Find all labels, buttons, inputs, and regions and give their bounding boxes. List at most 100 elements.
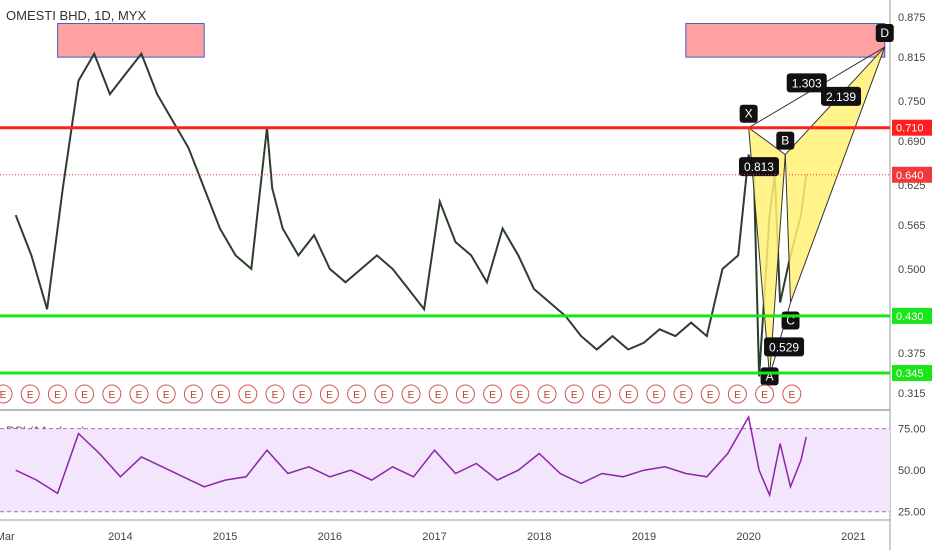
earnings-label-26: E — [707, 390, 714, 401]
earnings-label-29: E — [788, 390, 795, 401]
pattern-point-label-c: C — [786, 313, 795, 327]
earnings-marker-11 — [292, 384, 312, 404]
earnings-marker-9 — [238, 384, 258, 404]
earnings-label-16: E — [435, 390, 442, 401]
ratio-box-2 — [738, 157, 779, 177]
price-tag-label-2: 0.345 — [896, 368, 924, 380]
x-tick-5: 2018 — [527, 531, 551, 543]
earnings-label-17: E — [462, 390, 469, 401]
price-tick-1: 0.815 — [898, 52, 926, 64]
earnings-marker-12 — [319, 384, 339, 404]
zone-1 — [685, 23, 886, 58]
pattern-point-label-d: D — [880, 26, 889, 40]
zone-0 — [57, 23, 205, 58]
rsi-band — [0, 428, 890, 512]
earnings-marker-7 — [183, 384, 203, 404]
earnings-marker-15 — [401, 384, 421, 404]
earnings-marker-6 — [156, 384, 176, 404]
ratio-box-3 — [764, 337, 805, 357]
earnings-marker-19 — [510, 384, 530, 404]
earnings-marker-18 — [483, 384, 503, 404]
price-tick-8: 0.315 — [898, 388, 926, 400]
price-tag-3 — [892, 166, 932, 183]
price-tick-4: 0.625 — [898, 180, 926, 192]
earnings-label-11: E — [299, 390, 306, 401]
rsi-tick-0: 75.00 — [898, 424, 926, 436]
ratio-label-0: 1.303 — [792, 76, 822, 90]
pattern-point-b — [776, 131, 795, 150]
x-tick-6: 2019 — [632, 531, 656, 543]
earnings-marker-24 — [646, 384, 666, 404]
pattern-point-x — [739, 104, 758, 123]
earnings-label-2: E — [54, 390, 61, 401]
price-tag-label-3: 0.640 — [896, 170, 924, 182]
earnings-marker-20 — [537, 384, 557, 404]
ratio-label-2: 0.813 — [744, 160, 774, 174]
x-tick-0: Mar — [0, 531, 15, 543]
earnings-marker-23 — [619, 384, 639, 404]
earnings-marker-5 — [129, 384, 149, 404]
earnings-label-3: E — [81, 390, 88, 401]
earnings-marker-25 — [673, 384, 693, 404]
earnings-label-22: E — [598, 390, 605, 401]
earnings-label-12: E — [326, 390, 333, 401]
pattern-point-label-x: X — [745, 107, 753, 121]
earnings-marker-29 — [782, 384, 802, 404]
earnings-marker-26 — [700, 384, 720, 404]
earnings-marker-14 — [374, 384, 394, 404]
price-tag-2 — [892, 365, 932, 382]
earnings-label-5: E — [136, 390, 143, 401]
rsi-tick-2: 25.00 — [898, 507, 926, 519]
price-tag-label-0: 0.710 — [896, 123, 924, 135]
earnings-marker-28 — [755, 384, 775, 404]
earnings-marker-21 — [564, 384, 584, 404]
earnings-label-4: E — [108, 390, 115, 401]
pattern-point-label-b: B — [781, 134, 789, 148]
ratio-box-1 — [821, 86, 862, 106]
price-tick-3: 0.690 — [898, 136, 926, 148]
earnings-marker-10 — [265, 384, 285, 404]
price-tick-2: 0.750 — [898, 96, 926, 108]
pattern-point-label-a: A — [766, 369, 774, 383]
earnings-label-25: E — [680, 390, 687, 401]
earnings-label-18: E — [489, 390, 496, 401]
price-tick-5: 0.565 — [898, 220, 926, 232]
price-tag-0 — [892, 119, 932, 136]
price-tick-6: 0.500 — [898, 264, 926, 276]
earnings-marker-4 — [102, 384, 122, 404]
earnings-label-28: E — [761, 390, 768, 401]
ratio-box-0 — [786, 73, 827, 93]
earnings-label-13: E — [353, 390, 360, 401]
ratio-label-3: 0.529 — [769, 340, 799, 354]
rsi-series-line — [15, 414, 807, 498]
earnings-label-21: E — [571, 390, 578, 401]
price-series-line — [14, 51, 808, 377]
earnings-marker-22 — [591, 384, 611, 404]
earnings-label-19: E — [516, 390, 523, 401]
price-tag-1 — [892, 307, 932, 324]
earnings-label-9: E — [244, 390, 251, 401]
x-tick-4: 2017 — [422, 531, 446, 543]
x-tick-3: 2016 — [318, 531, 342, 543]
earnings-marker-16 — [428, 384, 448, 404]
chart-title: OMESTI BHD, 1D, MYX — [6, 8, 147, 23]
price-tick-0: 0.875 — [898, 12, 926, 24]
pattern-point-d — [875, 24, 894, 43]
earnings-label-8: E — [217, 390, 224, 401]
x-tick-8: 2021 — [841, 531, 865, 543]
earnings-label-20: E — [544, 390, 551, 401]
earnings-marker-2 — [47, 384, 67, 404]
earnings-label-0: E — [0, 390, 7, 401]
price-tick-7: 0.375 — [898, 348, 926, 360]
earnings-marker-0 — [0, 384, 13, 404]
earnings-label-1: E — [27, 390, 34, 401]
ratio-label-1: 2.139 — [826, 90, 856, 104]
earnings-marker-8 — [211, 384, 231, 404]
earnings-label-24: E — [652, 390, 659, 401]
earnings-marker-27 — [727, 384, 747, 404]
earnings-marker-3 — [75, 384, 95, 404]
earnings-label-15: E — [408, 390, 415, 401]
earnings-label-6: E — [163, 390, 170, 401]
price-tag-label-1: 0.430 — [896, 311, 924, 323]
